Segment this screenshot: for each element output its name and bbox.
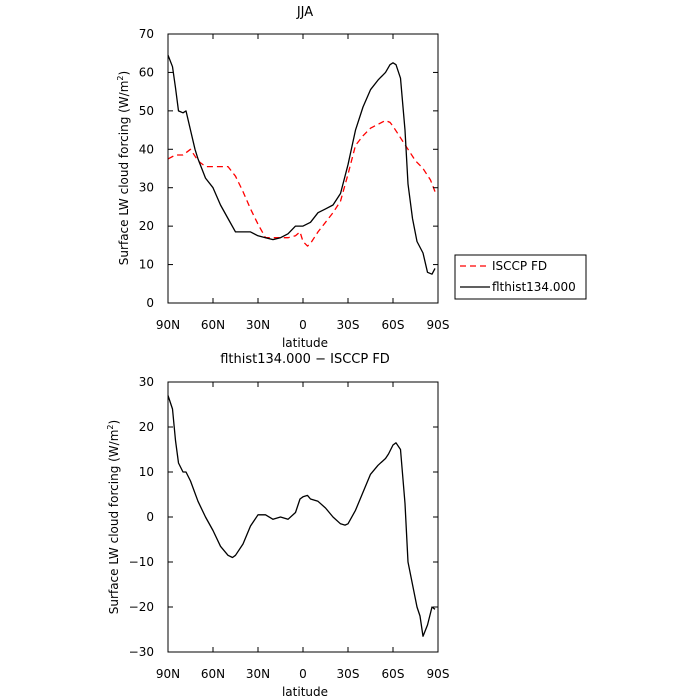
top-y-axis-label-main: Surface LW cloud forcing (W/m: [117, 81, 131, 266]
bottom-y-tick-label: 20: [139, 420, 154, 434]
top-y-tick-label: 10: [139, 258, 154, 272]
bottom-y-axis-label-main: Surface LW cloud forcing (W/m: [107, 430, 121, 615]
bottom-y-tick-label: 30: [139, 375, 154, 389]
top-x-tick-label: 30S: [337, 318, 360, 332]
top-y-tick-label: 60: [139, 65, 154, 79]
bottom-x-tick-label: 60S: [382, 667, 405, 681]
bottom-y-tick-label: −30: [129, 645, 154, 659]
top-chart-title: JJA: [296, 5, 313, 20]
top-x-tick-label: 60S: [382, 318, 405, 332]
bottom-x-tick-label: 60N: [201, 667, 225, 681]
legend-label-flthist: flthist134.000: [492, 280, 576, 294]
top-plot-frame: [167, 33, 439, 304]
top-y-axis-label: Surface LW cloud forcing (W/m2): [116, 71, 131, 265]
top-x-tick-label: 90N: [156, 318, 180, 332]
top-y-tick-label: 30: [139, 181, 154, 195]
top-chart-panel: JJA 90N 60N 30N 0 30S 60S 90S 0 10 20 30 40 50 60 70 l…: [116, 5, 587, 350]
bottom-x-tick-label: 30N: [246, 667, 270, 681]
bottom-chart-panel: flthist134.000 − ISCCP FD 90N 60N 30N 0 30S 6…: [106, 352, 449, 699]
bottom-y-tick-label: −20: [129, 600, 154, 614]
top-chart-legend: ISCCP FD flthist134.000: [454, 254, 587, 300]
top-y-tick-label: 50: [139, 104, 154, 118]
top-series-line-isccp-fd: [167, 119, 436, 247]
bottom-y-tick-label: 10: [139, 465, 154, 479]
top-x-tick-label: 30N: [246, 318, 270, 332]
legend-label-isccp-fd: ISCCP FD: [492, 259, 547, 273]
top-ticks-group: 90N 60N 30N 0 30S 60S 90S 0 10 20 30 40 50 60 70: [139, 27, 450, 332]
bottom-y-tick-label: 0: [146, 510, 154, 524]
bottom-x-tick-label: 90N: [156, 667, 180, 681]
top-plot-area: 90N 60N 30N 0 30S 60S 90S 0 10 20 30 40 50 60 70: [139, 27, 450, 332]
bottom-series-group: [167, 395, 436, 637]
top-series-group: [167, 54, 436, 275]
top-x-tick-label: 90S: [427, 318, 450, 332]
bottom-series-line-difference: [167, 395, 436, 637]
bottom-y-tick-label: −10: [129, 555, 154, 569]
bottom-x-tick-label: 90S: [427, 667, 450, 681]
bottom-x-tick-label: 0: [299, 667, 307, 681]
legend-box: [454, 254, 587, 300]
bottom-ticks-group: 90N 60N 30N 0 30S 60S 90S −30 −20 −10 0 10 20 30: [129, 375, 450, 681]
bottom-plot-area: 90N 60N 30N 0 30S 60S 90S −30 −20 −10 0 10 20 30: [129, 375, 450, 681]
top-y-tick-label: 40: [139, 142, 154, 156]
bottom-y-axis-label: Surface LW cloud forcing (W/m2): [106, 420, 121, 614]
top-x-axis-label: latitude: [282, 336, 328, 350]
top-x-tick-label: 60N: [201, 318, 225, 332]
top-x-tick-label: 0: [299, 318, 307, 332]
bottom-plot-frame: [167, 381, 439, 653]
bottom-x-tick-label: 30S: [337, 667, 360, 681]
top-series-line-flthist134-000: [167, 54, 436, 275]
top-y-tick-label: 70: [139, 27, 154, 41]
top-y-axis-label-superscript: 2: [116, 76, 125, 81]
bottom-chart-title: flthist134.000 − ISCCP FD: [220, 352, 390, 367]
bottom-y-axis-label-superscript: 2: [106, 425, 115, 430]
bottom-x-axis-label: latitude: [282, 685, 328, 699]
top-y-tick-label: 0: [146, 296, 154, 310]
top-y-tick-label: 20: [139, 219, 154, 233]
top-y-axis-label-end: ): [117, 71, 131, 76]
bottom-y-axis-label-end: ): [107, 420, 121, 425]
